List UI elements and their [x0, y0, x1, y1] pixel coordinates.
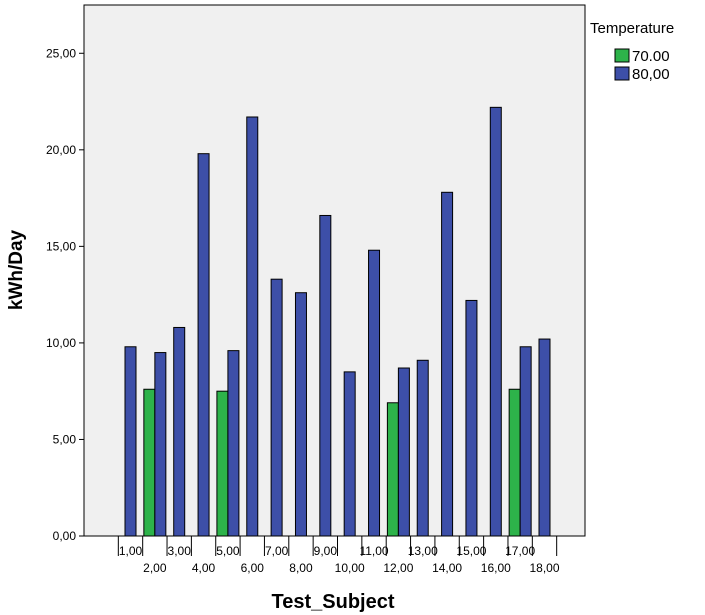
y-tick-label: 5,00	[53, 432, 77, 446]
bar-70	[508, 388, 521, 537]
bar-80	[319, 214, 332, 537]
bar-80	[489, 106, 502, 537]
legend-label: 70.00	[632, 48, 670, 65]
x-tick-label: 5,00	[216, 544, 240, 558]
x-tick-label: 17,00	[505, 544, 535, 558]
bar-80	[465, 299, 478, 537]
x-tick-label: 15,00	[456, 544, 486, 558]
y-tick-label: 10,00	[46, 336, 76, 350]
bar-80	[227, 350, 240, 537]
x-tick-label: 10,00	[335, 561, 365, 575]
bar-70	[143, 388, 156, 537]
x-tick-label: 7,00	[265, 544, 289, 558]
bar-80	[368, 249, 381, 537]
bar-80	[197, 153, 210, 537]
bar-80	[519, 346, 532, 537]
bar-80	[270, 278, 283, 537]
y-tick-label: 15,00	[46, 239, 76, 253]
x-tick-label: 3,00	[168, 544, 192, 558]
bar-80	[441, 191, 454, 537]
legend-title: Temperature	[590, 20, 674, 37]
bar-70	[216, 390, 229, 537]
x-tick-label: 11,00	[359, 544, 388, 558]
bar-80	[397, 367, 410, 537]
bar-80	[416, 359, 429, 537]
x-tick-label: 8,00	[289, 561, 313, 575]
x-tick-label: 16,00	[481, 561, 511, 575]
x-axis: 1,002,003,004,005,006,007,008,009,00 10,0…	[117, 536, 560, 575]
x-axis-title: Test_Subject	[272, 591, 395, 613]
legend-label: 80,00	[632, 66, 670, 83]
legend-swatch	[614, 48, 630, 63]
bar-80	[538, 338, 551, 537]
bar-80	[124, 346, 137, 537]
y-tick-label: 0,00	[53, 529, 77, 543]
bar-80	[173, 326, 186, 537]
x-tick-label: 6,00	[241, 561, 265, 575]
x-tick-label: 9,00	[314, 544, 338, 558]
x-tick-label: 2,00	[143, 561, 167, 575]
bar-80	[154, 352, 167, 537]
bars-group	[124, 106, 551, 537]
y-tick-label: 20,00	[46, 143, 76, 157]
y-axis: 0,00 5,00 10,00 15,00 20,00 25,00	[46, 46, 84, 543]
bar-70	[386, 402, 399, 537]
y-tick-label: 25,00	[46, 46, 76, 60]
x-tick-label: 4,00	[192, 561, 216, 575]
x-tick-label: 1,00	[119, 544, 143, 558]
x-tick-label: 14,00	[432, 561, 462, 575]
bar-80	[343, 371, 356, 537]
legend-swatch	[614, 66, 630, 81]
bar-80	[246, 116, 259, 537]
x-tick-label: 12,00	[383, 561, 413, 575]
bar-80	[294, 292, 307, 537]
y-axis-title: kWh/Day	[6, 229, 27, 310]
x-tick-label: 18,00	[529, 561, 559, 575]
x-tick-label: 13,00	[408, 544, 438, 558]
